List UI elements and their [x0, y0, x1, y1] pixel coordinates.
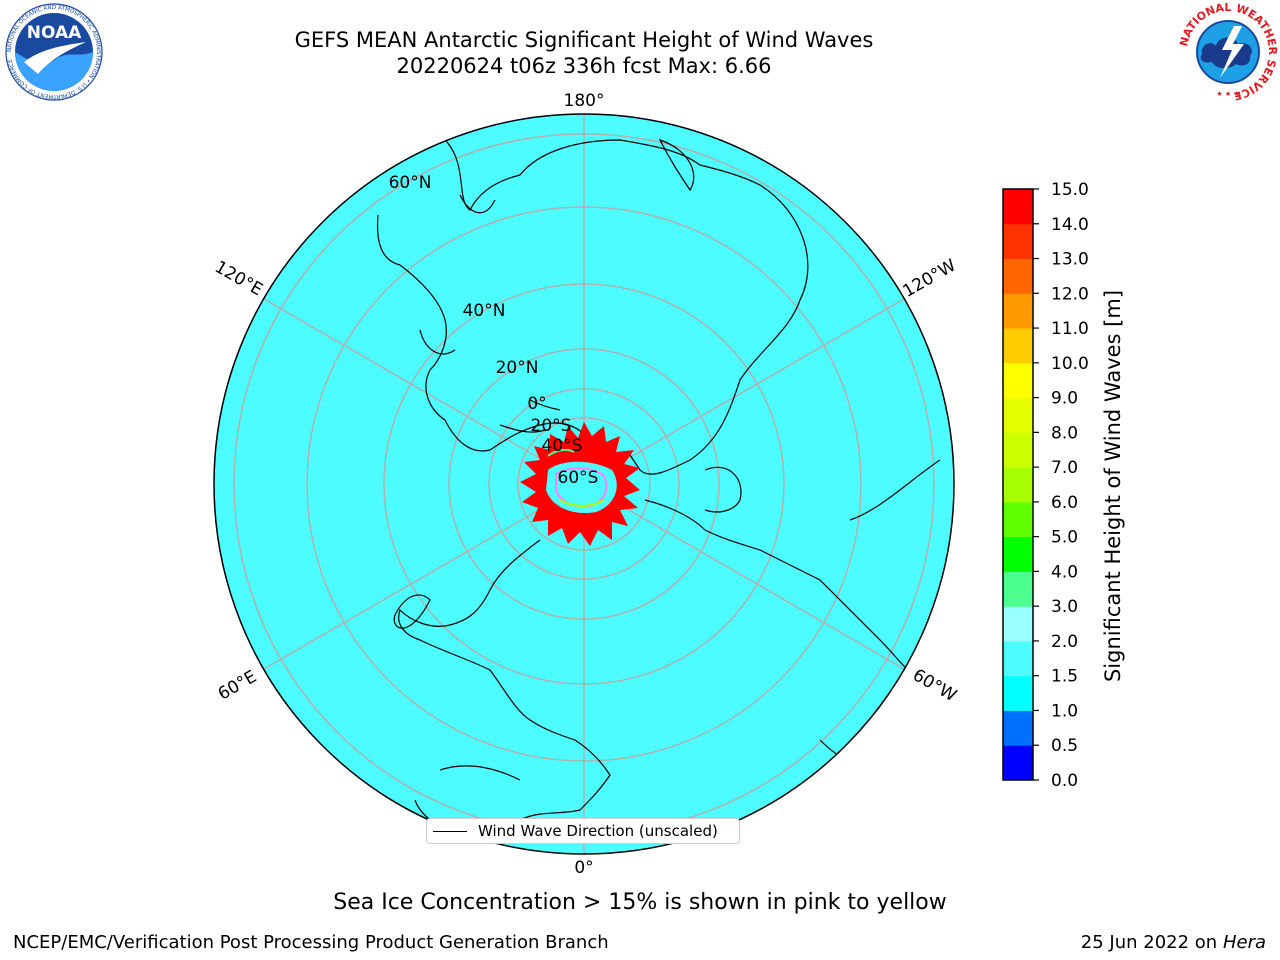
map-boundary — [213, 113, 955, 855]
chart-subtitle: 20220624 t06z 336h fcst Max: 6.66 — [396, 54, 772, 78]
lat-label-60s: 60°S — [558, 468, 599, 488]
sea-ice-edge — [555, 467, 608, 508]
lon-label-120w: 120°W — [899, 255, 959, 301]
lon-label-60w: 60°W — [909, 665, 960, 706]
nws-logo: NATIONAL WEATHER SERVICE ★ ★ ★ — [1178, 2, 1278, 102]
colorbar-title: Significant Height of Wind Waves [m] — [1101, 289, 1125, 683]
legend-line-swatch — [433, 831, 467, 832]
lat-label-0: 0° — [527, 394, 546, 414]
sea-ice-note: Sea Ice Concentration > 15% is shown in … — [333, 890, 947, 915]
noaa-logo-text: NOAA — [27, 23, 82, 43]
date-stamp: 25 Jun 2022 on Hera — [1081, 932, 1266, 953]
moderate-wave-band — [559, 499, 605, 507]
map-legend: Wind Wave Direction (unscaled) — [426, 818, 740, 844]
lat-label-20s: 20°S — [531, 416, 572, 436]
chart-title: GEFS MEAN Antarctic Significant Height o… — [294, 28, 874, 52]
lon-label-120e: 120°E — [211, 257, 266, 300]
lat-label-40s: 40°S — [542, 436, 583, 456]
lon-label-0: 0° — [574, 858, 593, 878]
lon-label-180: 180° — [564, 91, 605, 111]
host-name: Hera — [1222, 932, 1266, 953]
lat-label-60n: 60°N — [389, 173, 432, 193]
lon-label-60e: 60°E — [215, 667, 260, 705]
lat-label-20n: 20°N — [496, 358, 539, 378]
svg-text:★ ★ ★: ★ ★ ★ — [1216, 90, 1239, 98]
lat-label-40n: 40°N — [463, 301, 506, 321]
wave-height-field — [520, 422, 640, 546]
legend-label: Wind Wave Direction (unscaled) — [478, 822, 718, 840]
date-text: 25 Jun 2022 on — [1080, 932, 1218, 953]
coastlines — [376, 134, 951, 837]
noaa-logo: NATIONAL OCEANIC AND ATMOSPHERIC ADMINIS… — [5, 3, 103, 101]
credit-text: NCEP/EMC/Verification Post Processing Pr… — [13, 932, 609, 953]
